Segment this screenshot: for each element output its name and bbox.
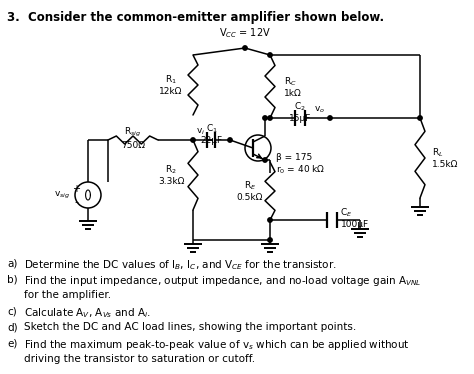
Text: v$_{sig}$: v$_{sig}$ bbox=[54, 190, 70, 200]
Circle shape bbox=[191, 138, 195, 142]
Circle shape bbox=[328, 116, 332, 120]
Text: C$_1$
22μF: C$_1$ 22μF bbox=[201, 122, 223, 145]
Circle shape bbox=[268, 53, 272, 57]
Text: R$_{sig}$
750Ω: R$_{sig}$ 750Ω bbox=[121, 126, 145, 150]
Text: R$_E$
0.5kΩ: R$_E$ 0.5kΩ bbox=[237, 180, 263, 202]
Circle shape bbox=[243, 46, 247, 50]
Text: Sketch the DC and AC load lines, showing the important points.: Sketch the DC and AC load lines, showing… bbox=[24, 322, 356, 332]
Circle shape bbox=[268, 116, 272, 120]
Text: e): e) bbox=[7, 338, 18, 348]
Text: R$_C$
1kΩ: R$_C$ 1kΩ bbox=[284, 75, 302, 98]
Text: b): b) bbox=[7, 274, 18, 284]
Text: β = 175
r$_0$ = 40 kΩ: β = 175 r$_0$ = 40 kΩ bbox=[276, 153, 325, 176]
Text: C$_E$
100μF: C$_E$ 100μF bbox=[340, 206, 369, 230]
Text: R$_1$
12kΩ: R$_1$ 12kΩ bbox=[159, 74, 182, 96]
Circle shape bbox=[268, 218, 272, 222]
Circle shape bbox=[263, 158, 267, 162]
Circle shape bbox=[418, 116, 422, 120]
Text: Find the input impedance, output impedance, and no-load voltage gain A$_{VNL}$: Find the input impedance, output impedan… bbox=[24, 274, 421, 288]
Text: Calculate A$_V$, A$_{Vs}$ and A$_i$.: Calculate A$_V$, A$_{Vs}$ and A$_i$. bbox=[24, 306, 151, 320]
Text: c): c) bbox=[7, 306, 17, 316]
Text: R$_2$
3.3kΩ: R$_2$ 3.3kΩ bbox=[158, 163, 184, 187]
Text: V$_{CC}$ = 12V: V$_{CC}$ = 12V bbox=[219, 26, 271, 40]
Text: R$_L$
1.5kΩ: R$_L$ 1.5kΩ bbox=[432, 147, 458, 169]
Text: v$_o$: v$_o$ bbox=[314, 104, 325, 115]
Text: a): a) bbox=[7, 258, 18, 268]
Text: 3.  Consider the common-emitter amplifier shown below.: 3. Consider the common-emitter amplifier… bbox=[7, 11, 384, 24]
Text: v$_i$: v$_i$ bbox=[196, 126, 206, 137]
Text: for the amplifier.: for the amplifier. bbox=[24, 290, 111, 300]
Text: -: - bbox=[74, 197, 78, 207]
Circle shape bbox=[263, 116, 267, 120]
Circle shape bbox=[268, 238, 272, 242]
Circle shape bbox=[228, 138, 232, 142]
Text: d): d) bbox=[7, 322, 18, 332]
Text: driving the transistor to saturation or cutoff.: driving the transistor to saturation or … bbox=[24, 354, 255, 364]
Text: Find the maximum peak-to-peak value of v$_s$ which can be applied without: Find the maximum peak-to-peak value of v… bbox=[24, 338, 410, 352]
Text: Determine the DC values of I$_B$, I$_C$, and V$_{CE}$ for the transistor.: Determine the DC values of I$_B$, I$_C$,… bbox=[24, 258, 337, 272]
Text: +: + bbox=[72, 184, 80, 194]
Text: C$_2$
15μF: C$_2$ 15μF bbox=[289, 100, 311, 123]
